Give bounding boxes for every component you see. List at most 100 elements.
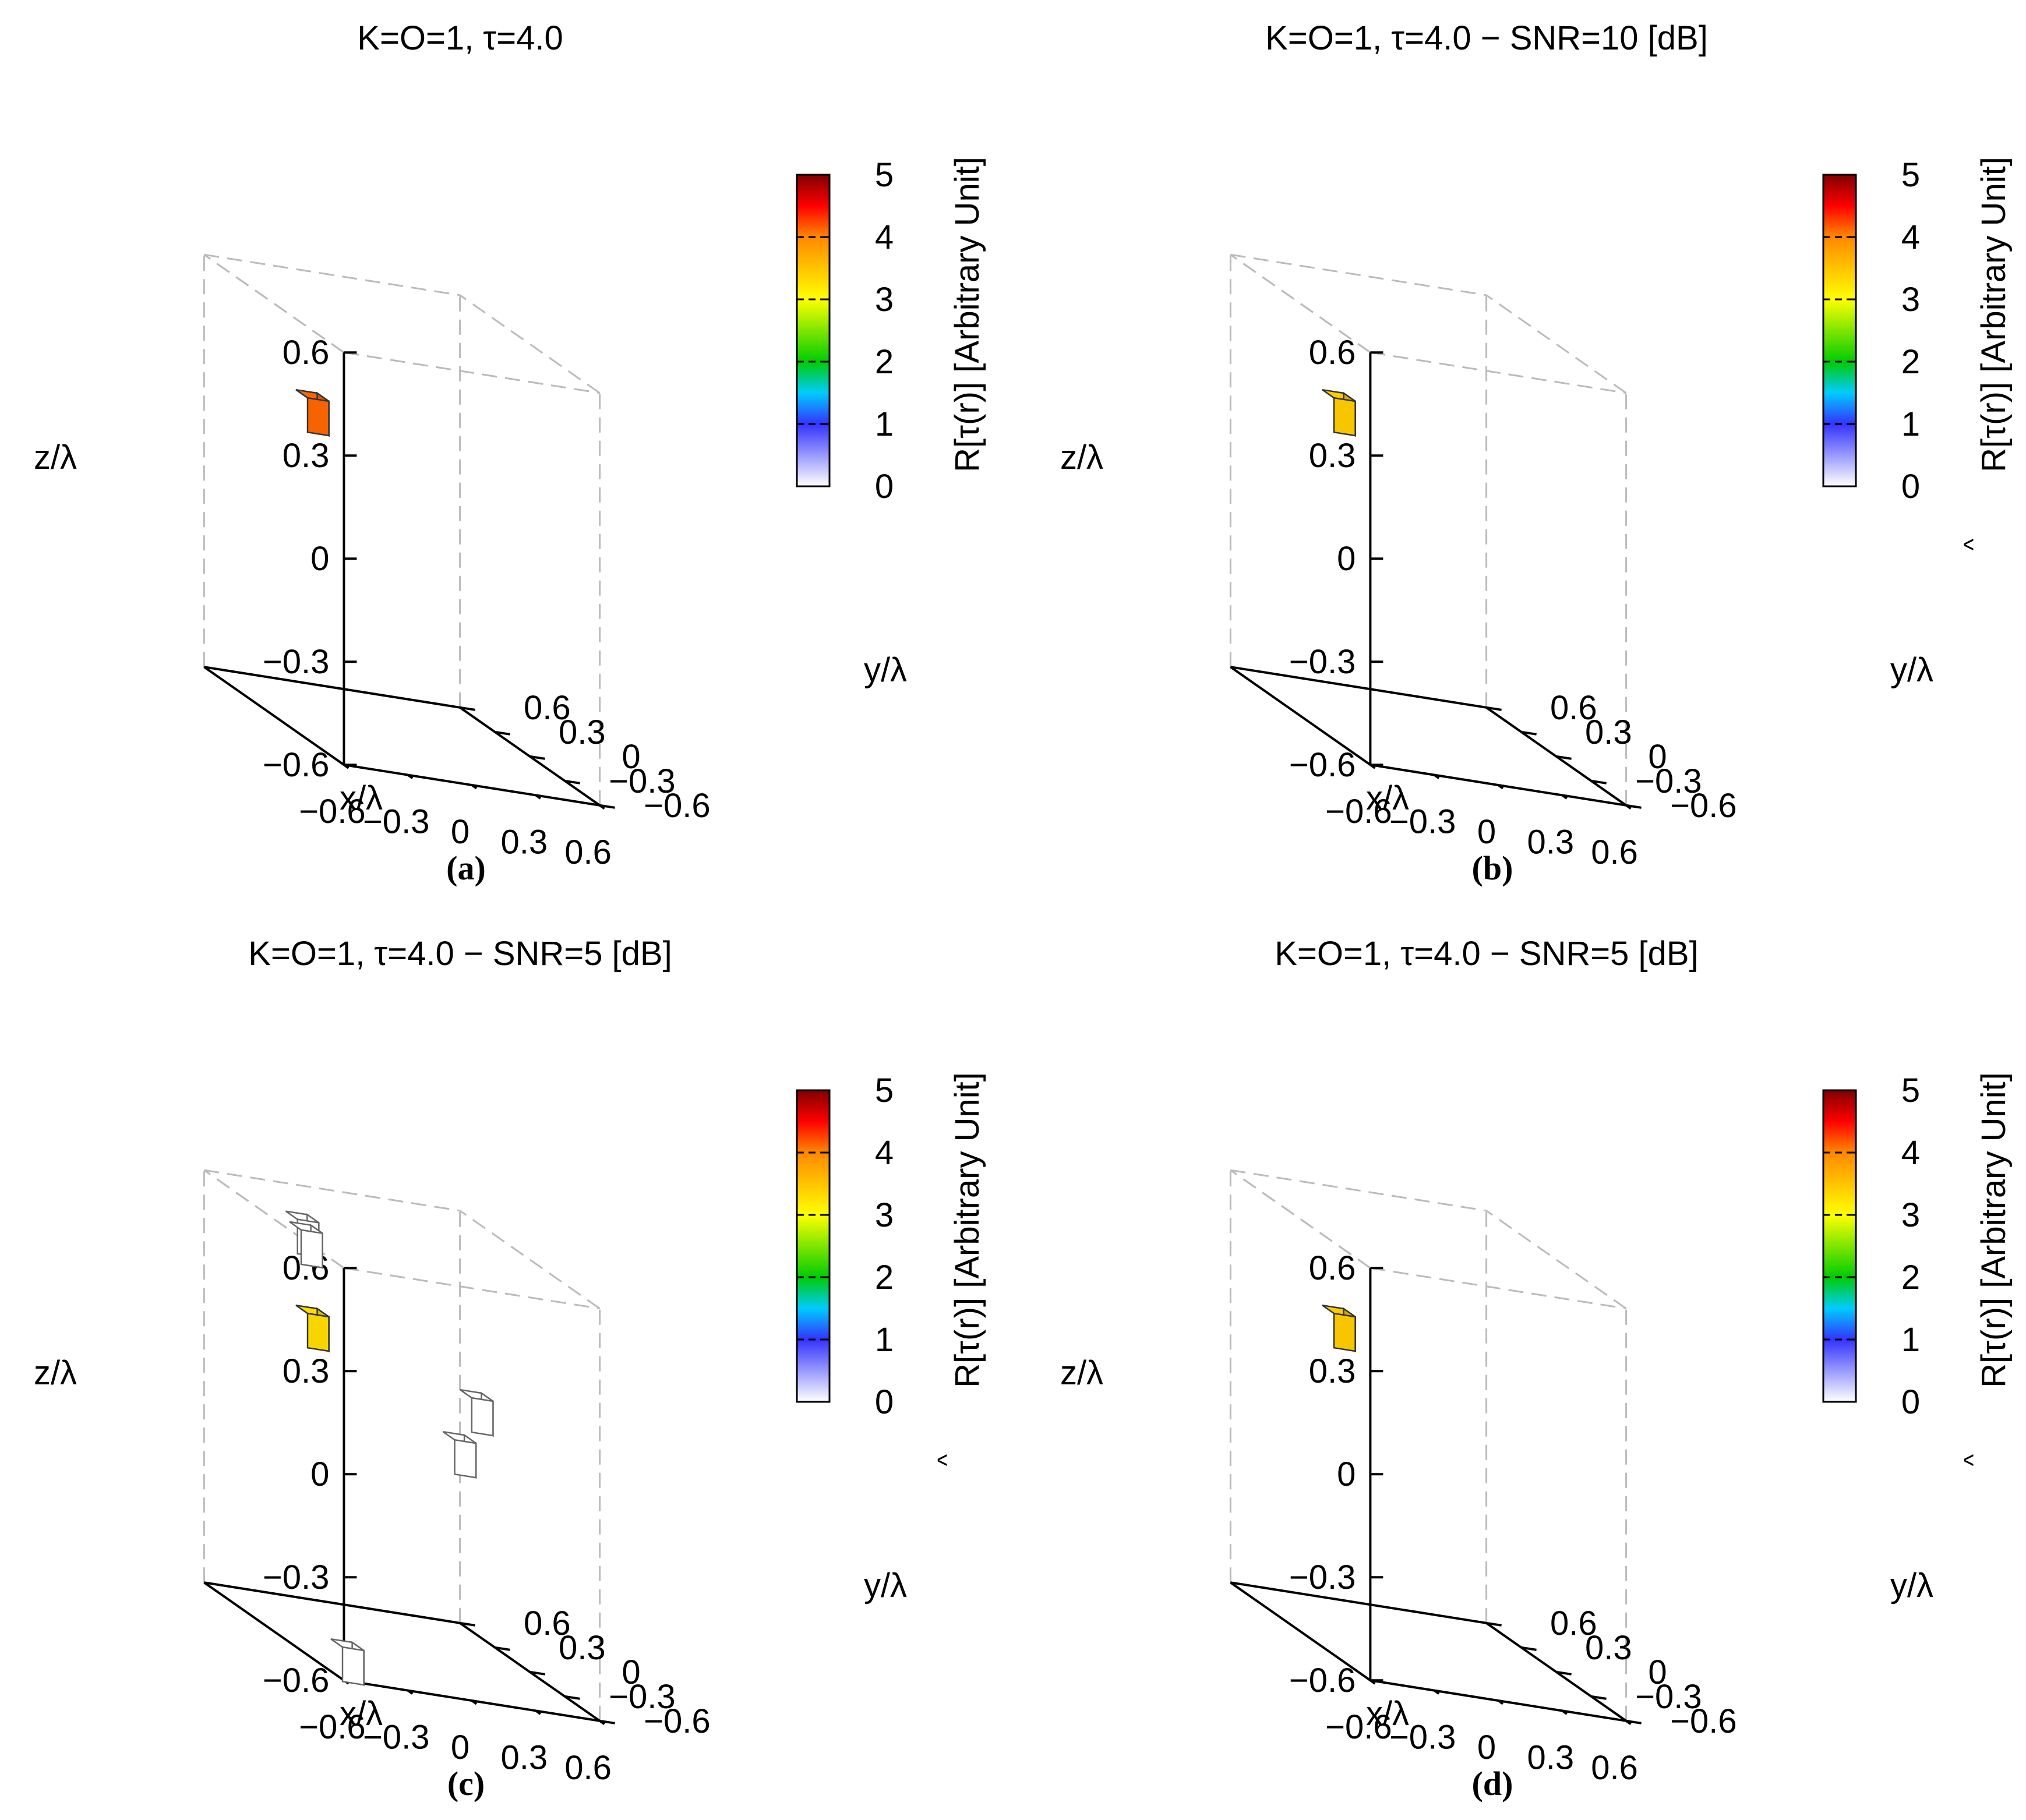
- panel-caption: (b): [1472, 849, 1513, 887]
- hat-accent: ^: [1959, 1454, 1988, 1466]
- colorbar-tick-label: 1: [875, 1321, 894, 1359]
- y-tick-label: 0: [622, 1653, 640, 1691]
- z-tick-label: 0: [1337, 1455, 1356, 1493]
- voxel: [460, 1388, 494, 1437]
- colorbar-tick-label: 5: [875, 1072, 894, 1109]
- z-axis-label: z/λ: [34, 439, 77, 476]
- y-tick-label: −0.3: [1635, 762, 1702, 800]
- colorbar-tick-label: 0: [875, 468, 894, 506]
- floor-axis-line: [1230, 666, 1371, 766]
- y-tick-label: 0: [1648, 1653, 1667, 1691]
- x-tick-label: 0: [1477, 813, 1496, 851]
- x-tick: [1497, 784, 1504, 790]
- voxel-front-face: [1333, 397, 1356, 437]
- grid-box-edge: [1485, 1210, 1627, 1310]
- z-tick-label: 0.6: [1309, 334, 1356, 372]
- colorbar: 0 1 2 3 4 5 R[τ(r)] [Arbitrary Unit]: [796, 156, 986, 506]
- x-tick-label: 0: [451, 813, 470, 851]
- y-tick: [599, 1719, 615, 1724]
- colorbar-label-group: R[τ(r)] [Arbitrary Unit]: [948, 157, 986, 472]
- colorbar-tick-label: 1: [875, 405, 894, 443]
- floor-axis-line: [203, 666, 345, 766]
- y-tick: [564, 1695, 580, 1700]
- voxel-front-face: [471, 1397, 494, 1437]
- x-tick: [407, 1689, 414, 1695]
- colorbar-fill: [1822, 174, 1857, 487]
- voxel-front-face: [341, 1646, 365, 1686]
- chart-title: K=O=1, τ=4.0: [357, 19, 563, 57]
- floor-axis-line: [204, 666, 460, 709]
- z-tick-label: 0: [310, 1455, 329, 1493]
- colorbar-tick-label: 4: [875, 218, 894, 256]
- x-tick-label: 0.3: [1527, 823, 1574, 861]
- x-tick: [535, 1709, 541, 1715]
- y-axis-label: y/λ: [1890, 1567, 1933, 1605]
- y-tick: [1591, 1695, 1607, 1700]
- x-tick: [471, 1699, 478, 1705]
- z-axis-label: z/λ: [1060, 1354, 1103, 1392]
- x-tick-label: 0.6: [564, 1749, 612, 1787]
- chart-title: K=O=1, τ=4.0 − SNR=10 [dB]: [1265, 19, 1708, 57]
- y-tick: [1556, 1670, 1572, 1676]
- colorbar: 0 1 2 3 4 5 R[τ(r)] [Arbitrary Unit] ^: [1822, 156, 2013, 550]
- y-tick: [495, 730, 510, 736]
- colorbar-tick-label: 2: [875, 1259, 894, 1296]
- x-tick: [1561, 794, 1568, 800]
- z-axis-label: z/λ: [34, 1354, 77, 1392]
- z-tick-label: 0: [1337, 540, 1356, 578]
- y-tick-label: −0.6: [644, 1702, 711, 1740]
- y-tick: [495, 1646, 510, 1651]
- x-tick-label: 0.3: [500, 1738, 548, 1776]
- x-tick-label: 0.6: [564, 833, 612, 871]
- voxel-front-face: [454, 1439, 477, 1479]
- colorbar-fill: [1822, 1089, 1857, 1403]
- z-tick-label: −0.3: [1289, 643, 1356, 681]
- x-axis-label: x/λ: [1366, 1695, 1409, 1733]
- grid-box-edge: [204, 1169, 460, 1212]
- y-tick-label: −0.3: [1635, 1678, 1702, 1716]
- colorbar-tick-label: 4: [1901, 1134, 1920, 1172]
- voxel: [442, 1431, 477, 1479]
- y-tick-label: −0.3: [609, 762, 676, 800]
- colorbar-label: R[τ(r)] [Arbitrary Unit]: [948, 157, 986, 472]
- x-tick: [471, 784, 478, 790]
- z-tick-label: −0.6: [1289, 746, 1356, 784]
- y-axis-label: y/λ: [1890, 651, 1933, 689]
- chart-title: K=O=1, τ=4.0 − SNR=5 [dB]: [248, 935, 672, 973]
- panel-caption: (a): [446, 849, 486, 887]
- y-tick: [1556, 755, 1572, 760]
- x-tick: [535, 794, 541, 800]
- y-tick: [1591, 779, 1607, 784]
- panel-caption: (c): [447, 1765, 485, 1803]
- colorbar-tick-label: 2: [875, 343, 894, 381]
- colorbar-label: R[τ(r)] [Arbitrary Unit]: [1975, 1072, 2013, 1388]
- colorbar-tick-label: 5: [875, 156, 894, 194]
- voxel: [1322, 1304, 1356, 1353]
- y-tick: [460, 1621, 475, 1627]
- chart-title: K=O=1, τ=4.0 − SNR=5 [dB]: [1275, 935, 1698, 973]
- grid-box-edge: [344, 351, 600, 394]
- colorbar-tick-label: 0: [1901, 1383, 1920, 1421]
- colorbar-tick-label: 5: [1901, 1072, 1920, 1109]
- y-tick-label: −0.6: [1670, 787, 1737, 825]
- hat-accent: ^: [1959, 538, 1988, 550]
- z-tick-label: −0.6: [263, 746, 330, 784]
- z-axis-label: z/λ: [1060, 439, 1103, 476]
- x-tick: [1497, 1699, 1504, 1705]
- colorbar-tick-label: 2: [1901, 343, 1920, 381]
- grid-box-edge: [459, 294, 601, 394]
- y-tick-label: 0.3: [1585, 713, 1632, 751]
- colorbar: 0 1 2 3 4 5 R[τ(r)] [Arbitrary Unit] ^: [1822, 1072, 2013, 1466]
- y-tick: [530, 755, 545, 760]
- z-tick-label: 0.3: [1309, 1352, 1356, 1390]
- x-tick-label: 0.6: [1591, 833, 1638, 871]
- voxel: [295, 1304, 330, 1353]
- voxel: [289, 1221, 323, 1270]
- x-tick-label: 0.3: [1527, 1738, 1574, 1776]
- grid-box-edge: [1485, 294, 1627, 394]
- floor-axis-line: [1230, 1581, 1487, 1624]
- x-tick-label: 0: [451, 1729, 470, 1766]
- chart-panel-b: K=O=1, τ=4.0 − SNR=10 [dB]−0.6−0.3 0 0.3 0.…: [1060, 19, 2013, 887]
- floor-axis-line: [1230, 666, 1487, 709]
- z-tick-label: 0.3: [1309, 437, 1356, 475]
